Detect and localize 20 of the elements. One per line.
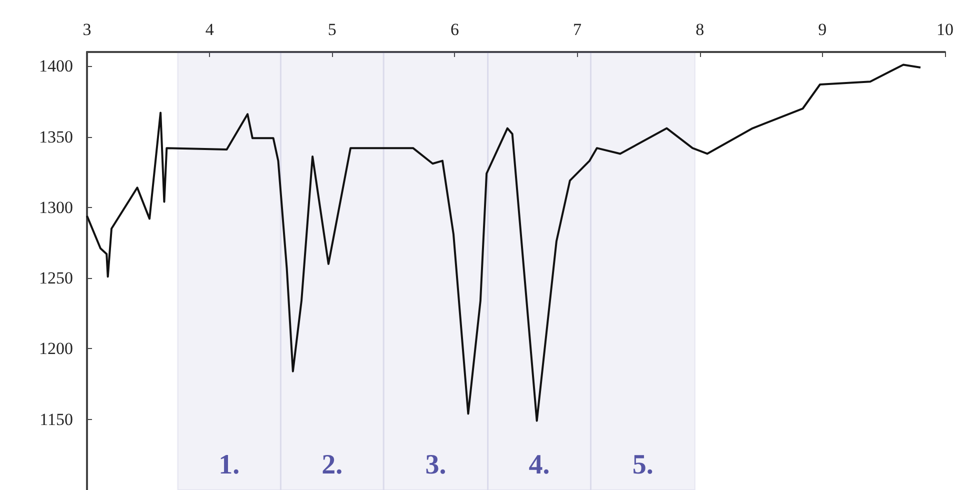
band-label: 2. — [322, 449, 343, 480]
y-tick-label: 1250 — [39, 268, 73, 288]
x-tick-label: 10 — [936, 20, 954, 39]
band-label: 3. — [425, 449, 446, 480]
x-tick-label: 3 — [82, 20, 92, 39]
band-label: 5. — [632, 449, 654, 480]
x-tick-label: 4 — [205, 20, 214, 39]
x-tick-label: 6 — [450, 20, 459, 39]
x-tick-label: 7 — [573, 20, 582, 39]
y-tick-label: 1150 — [40, 410, 73, 429]
x-tick-label: 8 — [696, 20, 704, 39]
x-tick-label: 5 — [328, 20, 336, 39]
band-label: 1. — [218, 449, 240, 480]
y-tick-label: 1400 — [39, 56, 73, 76]
x-tick-label: 9 — [818, 20, 827, 39]
line-series — [86, 64, 922, 422]
band-label: 4. — [528, 449, 550, 480]
y-tick-label: 1200 — [39, 339, 73, 358]
y-tick-label: 1350 — [39, 127, 73, 146]
y-tick-label: 1300 — [39, 198, 73, 217]
